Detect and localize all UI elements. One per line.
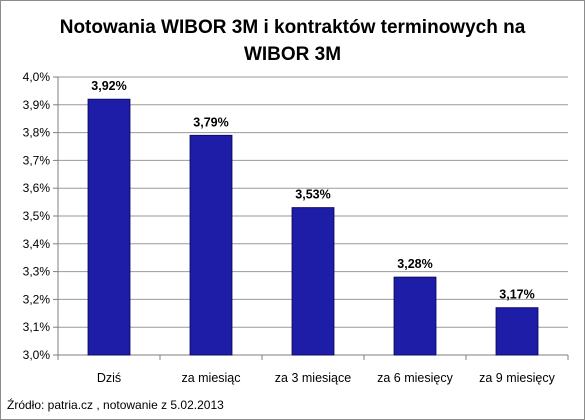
data-label: 3,92% [91,79,126,93]
data-label: 3,79% [193,115,228,129]
bar [495,307,539,356]
y-tick-label: 3,9% [23,98,51,112]
y-tick-label: 3,2% [23,292,51,306]
x-category-label: za 9 miesięcy [479,371,555,385]
x-category-label: Dziś [97,371,121,385]
x-category-label: za 6 miesięcy [377,371,453,385]
source-note: Źródło: patria.cz , notowanie z 5.02.201… [7,398,224,412]
data-label: 3,28% [397,257,432,271]
y-tick-label: 3,8% [23,126,51,140]
y-tick-label: 3,5% [23,209,51,223]
y-tick-label: 3,7% [23,153,51,167]
chart-title-line-2: WIBOR 3M [243,44,342,65]
x-category-label: za miesiąc [181,371,240,385]
y-tick-label: 4,0% [23,70,51,84]
x-category-label: za 3 miesiące [275,371,351,385]
bar [393,276,437,356]
y-tick-label: 3,3% [23,265,51,279]
y-tick-label: 3,6% [23,181,51,195]
data-label: 3,53% [295,188,330,202]
bar [291,207,335,356]
data-label: 3,17% [499,288,534,302]
y-tick-label: 3,1% [23,320,51,334]
y-tick-label: 3,4% [23,237,51,251]
bar [87,98,131,356]
chart-title-line-1: Notowania WIBOR 3M i kontraktów terminow… [59,17,526,38]
y-tick-label: 3,0% [23,348,51,362]
bar [189,134,233,356]
